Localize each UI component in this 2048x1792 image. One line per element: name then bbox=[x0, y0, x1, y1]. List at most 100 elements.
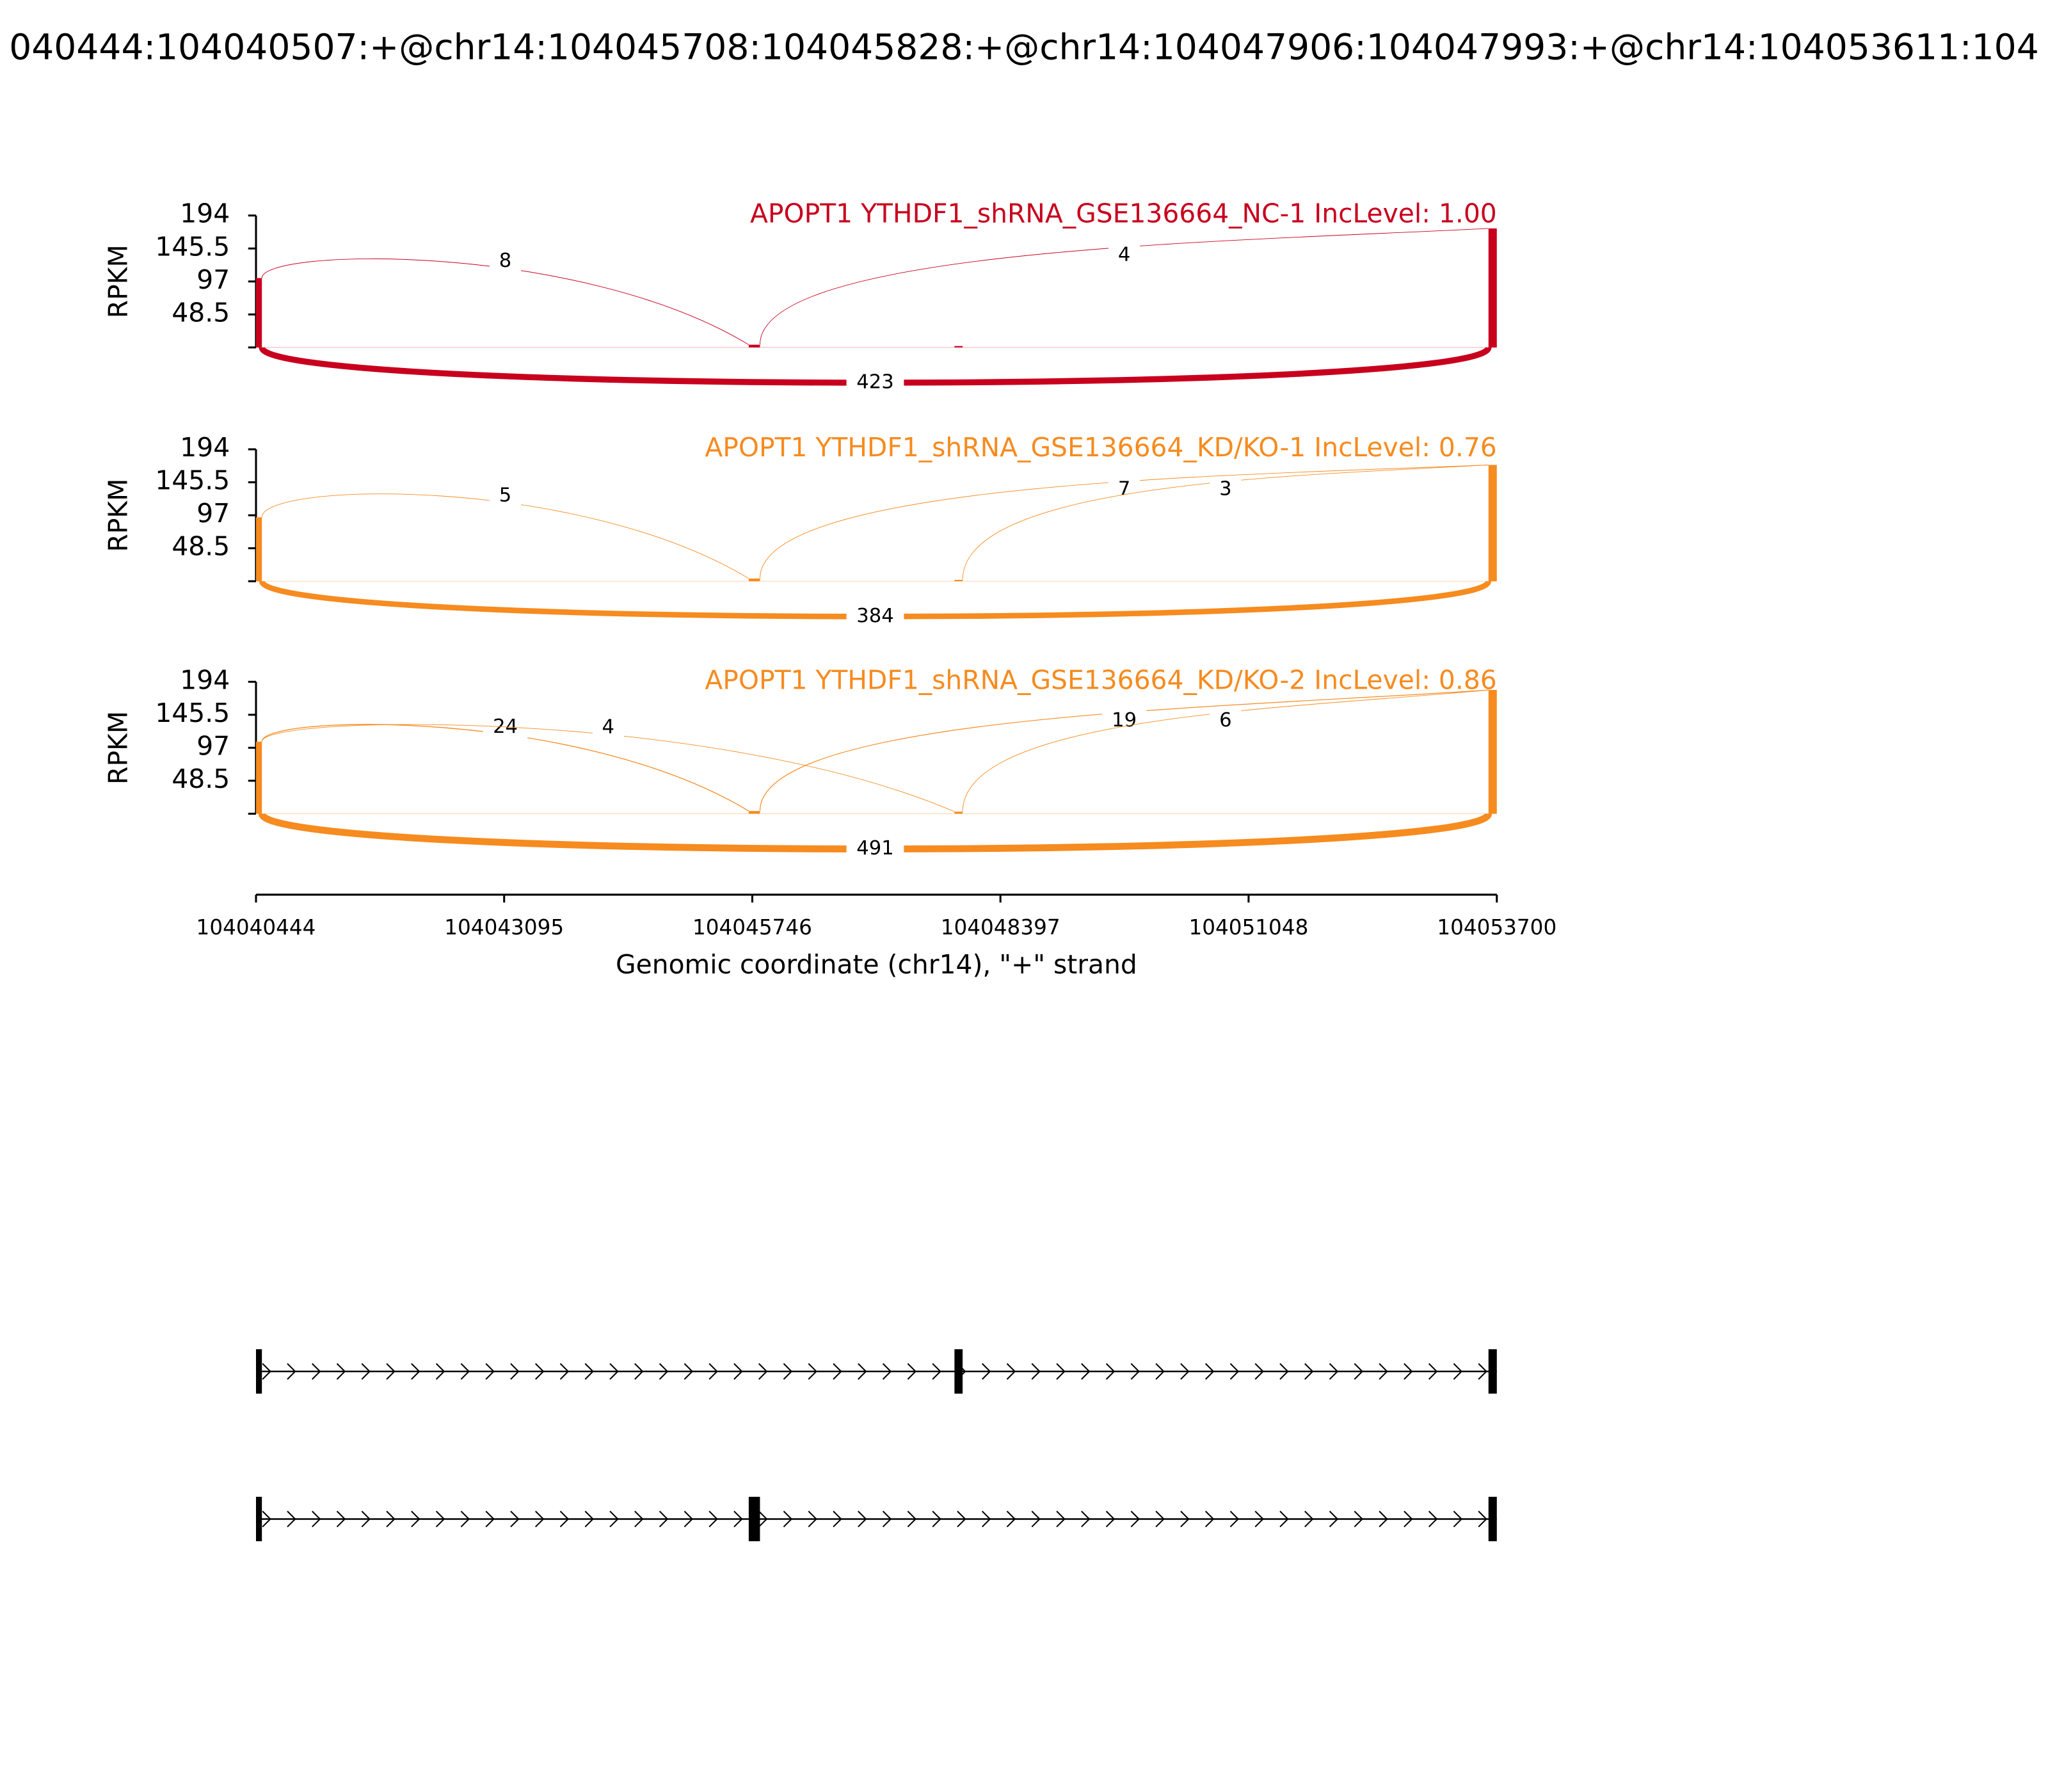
strand-chevron bbox=[783, 1363, 793, 1380]
strand-chevron bbox=[336, 1510, 346, 1528]
chart-title: 040444:104040507:+@chr14:104045708:10404… bbox=[9, 27, 2039, 68]
strand-chevron bbox=[1229, 1510, 1240, 1528]
junction-label: 4 bbox=[1118, 243, 1130, 266]
coverage-bar bbox=[256, 517, 262, 582]
strand-chevron bbox=[1031, 1363, 1041, 1380]
strand-chevron bbox=[733, 1363, 743, 1380]
y-axis-label: RPKM bbox=[103, 479, 134, 552]
strand-chevron bbox=[882, 1363, 892, 1380]
strand-chevron bbox=[262, 1510, 271, 1528]
strand-chevron bbox=[1130, 1363, 1140, 1380]
junction-label: 8 bbox=[499, 250, 511, 272]
strand-chevron bbox=[435, 1510, 445, 1528]
x-tick-label: 104048397 bbox=[941, 915, 1060, 940]
strand-chevron bbox=[1254, 1363, 1264, 1380]
strand-chevron bbox=[758, 1363, 768, 1380]
strand-chevron bbox=[1006, 1510, 1016, 1528]
strand-chevron bbox=[1056, 1363, 1066, 1380]
strand-chevron bbox=[1354, 1510, 1364, 1528]
strand-chevron bbox=[1478, 1510, 1487, 1528]
strand-chevron bbox=[659, 1510, 669, 1528]
junction-label-bg bbox=[490, 484, 522, 508]
strand-chevron bbox=[981, 1363, 991, 1380]
y-tick-label: 194 bbox=[180, 664, 230, 695]
junction-label: 7 bbox=[1118, 477, 1130, 500]
strand-chevron bbox=[1428, 1363, 1438, 1380]
strand-chevron bbox=[485, 1363, 495, 1380]
strand-chevron bbox=[336, 1363, 346, 1380]
strand-chevron bbox=[535, 1510, 545, 1528]
strand-chevron bbox=[932, 1510, 941, 1528]
y-tick-label: 194 bbox=[180, 198, 230, 229]
junction-arc bbox=[261, 258, 749, 346]
junction-label-bg bbox=[1108, 243, 1140, 268]
x-tick-label: 104051048 bbox=[1188, 915, 1308, 940]
junction-label-bg bbox=[1108, 477, 1140, 502]
junction-label-bg bbox=[846, 604, 904, 628]
strand-chevron bbox=[708, 1363, 718, 1380]
strand-chevron bbox=[1279, 1510, 1289, 1528]
exon bbox=[954, 1349, 963, 1394]
y-tick-label: 194 bbox=[180, 432, 230, 463]
y-tick-label: 48.5 bbox=[172, 297, 230, 328]
exon bbox=[1488, 1349, 1497, 1394]
junction-arc bbox=[759, 689, 1489, 812]
coverage-bar bbox=[1488, 228, 1497, 348]
strand-chevron bbox=[1031, 1510, 1041, 1528]
strand-chevron bbox=[882, 1510, 892, 1528]
exon bbox=[748, 1496, 760, 1542]
junction-label-bg bbox=[1210, 477, 1242, 502]
strand-chevron bbox=[1081, 1510, 1091, 1528]
strand-chevron bbox=[1453, 1363, 1463, 1380]
strand-chevron bbox=[634, 1510, 644, 1528]
junction-label-bg bbox=[490, 250, 522, 273]
strand-chevron bbox=[1105, 1510, 1116, 1528]
junction-label: 423 bbox=[856, 371, 893, 393]
y-tick-label: 48.5 bbox=[172, 764, 230, 794]
strand-chevron bbox=[708, 1510, 718, 1528]
junction-arc bbox=[759, 228, 1489, 345]
y-axis-label: RPKM bbox=[103, 711, 134, 785]
panel-title: APOPT1 YTHDF1_shRNA_GSE136664_NC-1 IncLe… bbox=[750, 198, 1497, 229]
strand-chevron bbox=[1304, 1510, 1314, 1528]
junction-label: 384 bbox=[856, 605, 893, 627]
strand-chevron bbox=[808, 1363, 817, 1380]
strand-chevron bbox=[1304, 1363, 1314, 1380]
strand-chevron bbox=[1006, 1363, 1016, 1380]
strand-chevron bbox=[609, 1363, 619, 1380]
exon bbox=[256, 1496, 262, 1542]
junction-label: 491 bbox=[856, 837, 893, 860]
strand-chevron bbox=[312, 1510, 321, 1528]
coverage-bar bbox=[1488, 465, 1497, 582]
strand-chevron bbox=[411, 1510, 420, 1528]
exon bbox=[256, 1349, 262, 1394]
x-tick-label: 104045746 bbox=[692, 915, 812, 940]
strand-chevron bbox=[1254, 1510, 1264, 1528]
strand-chevron bbox=[1204, 1363, 1215, 1380]
y-tick-label: 145.5 bbox=[155, 231, 230, 262]
junction-arc bbox=[759, 464, 1489, 579]
coverage-bar bbox=[748, 344, 760, 348]
strand-chevron bbox=[1453, 1510, 1463, 1528]
panel-title: APOPT1 YTHDF1_shRNA_GSE136664_KD/KO-2 In… bbox=[705, 664, 1496, 695]
coverage-bar bbox=[748, 811, 760, 814]
strand-chevron bbox=[1081, 1363, 1091, 1380]
coverage-bar bbox=[256, 278, 262, 348]
junction-label: 3 bbox=[1219, 478, 1231, 500]
strand-chevron bbox=[287, 1363, 296, 1380]
strand-chevron bbox=[535, 1363, 545, 1380]
coverage-bar bbox=[954, 346, 963, 348]
strand-chevron bbox=[1478, 1363, 1487, 1380]
y-tick-label: 97 bbox=[196, 730, 230, 761]
strand-chevron bbox=[460, 1363, 470, 1380]
strand-chevron bbox=[833, 1510, 842, 1528]
junction-label-bg bbox=[846, 837, 904, 861]
x-tick-label: 104053700 bbox=[1437, 915, 1556, 940]
strand-chevron bbox=[1155, 1363, 1165, 1380]
strand-chevron bbox=[1428, 1510, 1438, 1528]
strand-chevron bbox=[584, 1363, 594, 1380]
strand-chevron bbox=[1404, 1363, 1413, 1380]
junction-label-bg bbox=[592, 716, 624, 740]
strand-chevron bbox=[808, 1510, 817, 1528]
